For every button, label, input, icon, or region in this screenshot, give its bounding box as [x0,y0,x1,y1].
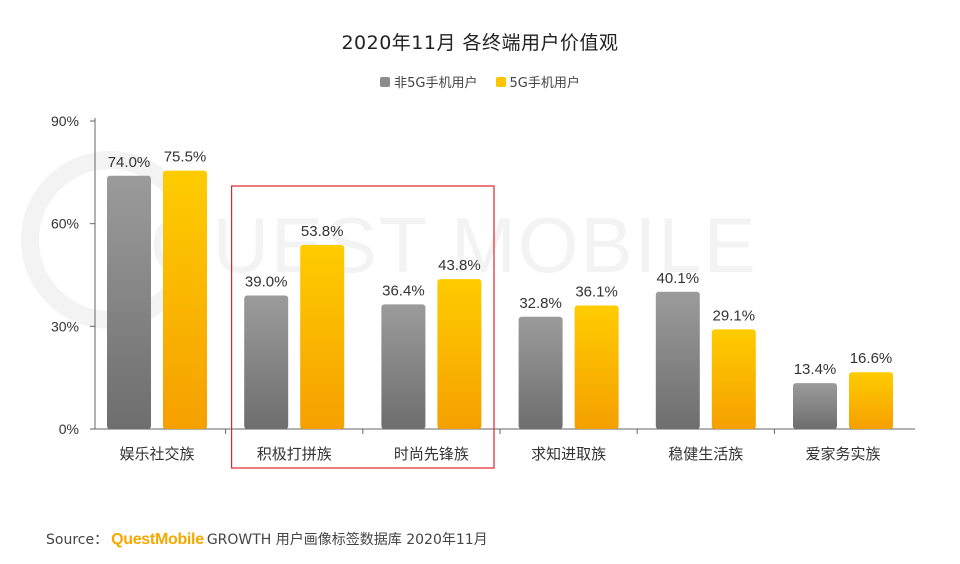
legend-label-5g: 5G手机用户 [509,76,580,91]
highlight-box [231,185,495,469]
data-label: 39.0% [245,274,288,291]
data-label: 36.4% [382,282,425,299]
bar-5g [849,372,893,429]
data-label: 13.4% [794,361,837,378]
bar-non5g [244,295,289,429]
legend-swatch-5g [495,76,506,87]
data-label: 32.8% [519,295,562,312]
y-tick-label: 0% [59,421,79,437]
legend-item-5g: 5G手机用户 [495,72,580,91]
legend-label-non5g: 非5G手机用户 [394,76,478,91]
data-label: 75.5% [164,149,207,166]
legend: 非5G手机用户 5G手机用户 [0,72,960,91]
bar-non5g [655,291,700,429]
bar-5g [574,305,619,429]
x-tick-label: 稳健生活族 [668,445,743,463]
bar-non5g [518,316,563,429]
bar-5g [163,170,207,429]
bar-5g [711,329,756,429]
data-label: 43.8% [438,257,481,274]
x-tick-label: 求知进取族 [531,445,606,463]
source-prefix: Source： [46,532,109,548]
y-tick-label: 90% [51,113,79,129]
data-label: 53.8% [301,223,344,240]
x-tick-label: 爱家务实族 [805,445,880,463]
chart-title: 2020年11月 各终端用户价值观 [341,32,619,54]
source-line: Source： QuestMobile GROWTH 用户画像标签数据库 202… [46,529,488,549]
legend-item-non5g: 非5G手机用户 [380,72,478,91]
data-label: 36.1% [575,283,618,300]
data-label: 16.6% [850,350,893,367]
bar-5g [437,279,482,429]
x-tick-label: 积极打拼族 [257,445,332,463]
y-tick-label: 30% [51,318,79,334]
bar-5g [300,244,345,429]
source-suffix: GROWTH 用户画像标签数据库 2020年11月 [206,532,488,548]
watermark-text: QUEST MOBILE [150,201,758,289]
bar-non5g [107,175,151,429]
y-tick-label: 60% [51,216,79,232]
data-label: 74.0% [108,154,151,171]
data-label: 29.1% [713,307,756,324]
x-tick-label: 娱乐社交族 [119,445,194,463]
bar-non5g [793,383,837,429]
source-brand: QuestMobile [111,531,204,548]
x-tick-label: 时尚先锋族 [394,445,469,463]
legend-swatch-non5g [380,76,391,87]
data-label: 40.1% [657,270,700,287]
bar-non5g [381,304,426,429]
